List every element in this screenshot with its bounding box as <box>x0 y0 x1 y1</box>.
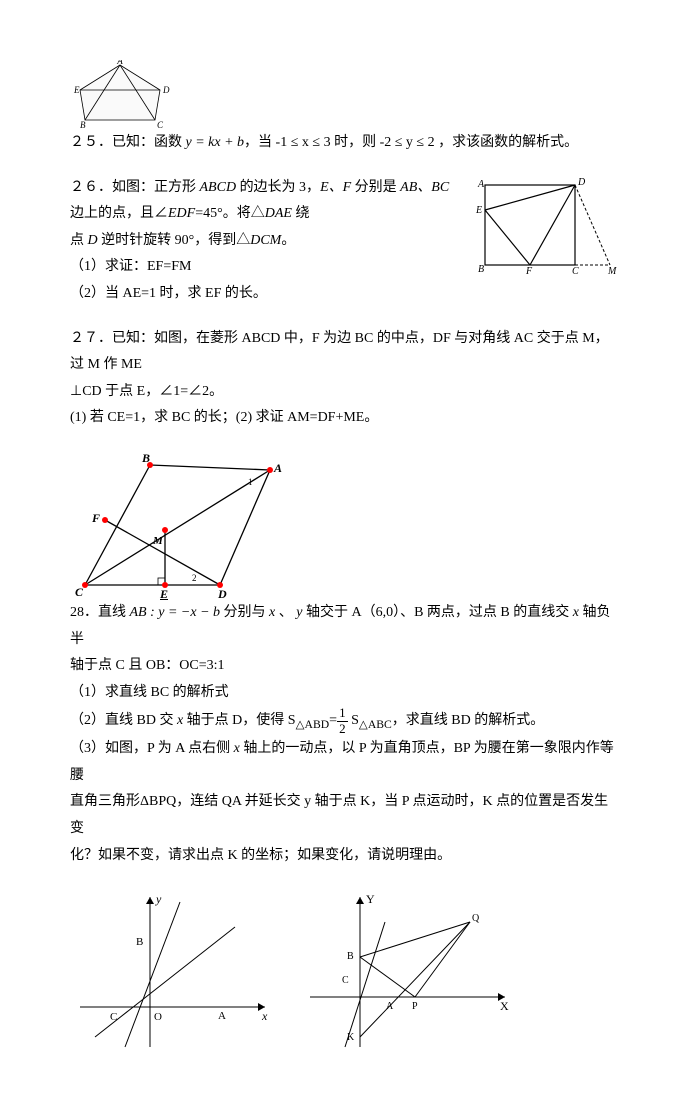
svg-text:O: O <box>154 1011 162 1023</box>
p26-abcd: ABCD <box>200 180 237 195</box>
fig26-svg: A D B C E F M <box>470 175 620 275</box>
p28-l1d: 轴交于 A（6,0）、B 两点，过点 B 的直线交 <box>302 605 572 620</box>
fig28b-svg: X Y A P B C K Q <box>300 887 510 1057</box>
p28-fden: 2 <box>337 722 348 736</box>
p26-l1d: 边上的点，且∠ <box>70 206 168 221</box>
p28-s3l3: 化？如果不变，请求出点 K 的坐标；如果变化，请说明理由。 <box>70 843 620 870</box>
p28-s2a: （2）直线 BD 交 <box>70 713 177 728</box>
svg-text:D: D <box>577 177 586 188</box>
svg-text:K: K <box>347 1032 355 1043</box>
p26-d: D <box>88 233 98 248</box>
p26-l1f: 绕 <box>292 206 310 221</box>
svg-text:A: A <box>273 461 282 475</box>
p25-b: ，当 -1 ≤ x ≤ 3 时，则 -2 ≤ y ≤ 2 ，求该函数的解析式。 <box>244 135 578 150</box>
svg-text:B: B <box>80 120 86 130</box>
svg-text:E: E <box>475 205 482 216</box>
svg-text:B: B <box>478 264 484 275</box>
svg-text:E: E <box>159 587 168 600</box>
p28-s2c: S <box>348 713 359 728</box>
p26-edf: EDF <box>168 206 195 221</box>
svg-text:A: A <box>116 60 123 66</box>
svg-text:B: B <box>136 936 143 948</box>
p28-abc: △ABC <box>359 718 392 731</box>
svg-text:Q: Q <box>472 913 480 924</box>
p26-l1b: 的边长为 3， <box>236 180 320 195</box>
svg-text:M: M <box>607 266 617 275</box>
svg-text:2: 2 <box>192 573 197 583</box>
problem-28: 28．直线 AB : y = −x − b 分别与 x 、 y 轴交于 A（6,… <box>70 600 620 869</box>
fig28-row: x y A B C O X Y A P B C K Q <box>70 887 620 1057</box>
p28-s2d: ，求直线 BD 的解析式。 <box>392 713 544 728</box>
p26-ef: E、F <box>320 180 351 195</box>
svg-text:Y: Y <box>366 892 375 906</box>
p27-l1: 已知：如图，在菱形 ABCD 中，F 为边 BC 的中点，DF 与对角线 AC … <box>70 331 609 373</box>
p28-sub2-row: （2）直线 BD 交 x 轴于点 D，使得 S△ABD=12 S△ABC，求直线… <box>70 706 620 736</box>
p28-s2b: 轴于点 D，使得 S <box>183 713 295 728</box>
fig26-container: A D B C E F M <box>470 175 620 275</box>
svg-text:X: X <box>500 999 509 1013</box>
problem-25: ２５．已知：函数 y = kx + b，当 -1 ≤ x ≤ 3 时，则 -2 … <box>70 130 620 157</box>
p25-eq: y = kx + b <box>186 135 245 150</box>
p28-abd: △ABD <box>296 718 330 731</box>
svg-text:C: C <box>75 585 84 599</box>
svg-text:A: A <box>386 1001 394 1012</box>
p26-ab: AB、BC <box>400 180 449 195</box>
svg-text:A: A <box>218 1010 226 1022</box>
fig27-svg: B A F M C E D 1 2 <box>70 450 290 600</box>
p26-dae: DAE <box>265 206 292 221</box>
p25-num: ２５． <box>70 135 112 150</box>
svg-text:D: D <box>162 85 170 95</box>
p26-sub2: （2）当 AE=1 时，求 EF 的长。 <box>70 281 620 308</box>
p26-l2c: 。 <box>281 233 295 248</box>
svg-text:B: B <box>347 951 354 962</box>
fig27-container: B A F M C E D 1 2 <box>70 450 620 600</box>
problem-26: A D B C E F M ２６．如图：正方形 ABCD 的边长为 3，E、F … <box>70 175 620 308</box>
svg-text:1: 1 <box>248 477 253 487</box>
svg-text:x: x <box>261 1009 268 1023</box>
p26-l2b: 逆时针旋转 90°，得到△ <box>98 233 251 248</box>
svg-text:C: C <box>572 266 579 275</box>
p28-fnum: 1 <box>337 706 348 721</box>
p28-l2: 轴于点 C 且 OB：OC=3:1 <box>70 658 225 673</box>
svg-text:E: E <box>73 85 80 95</box>
p28-s2eq: = <box>329 713 337 728</box>
fig24-container: A E D B C <box>70 60 620 130</box>
p28-abeq: AB : y = −x − b <box>130 605 221 620</box>
svg-text:B: B <box>141 451 150 465</box>
p27-num: ２７． <box>70 331 112 346</box>
problem-27: ２７．已知：如图，在菱形 ABCD 中，F 为边 BC 的中点，DF 与对角线 … <box>70 326 620 432</box>
p28-s3l2: 直角三角形ΔBPQ，连结 QA 并延长交 y 轴于点 K，当 P 点运动时，K … <box>70 789 620 842</box>
p26-l1a: 如图：正方形 <box>112 180 200 195</box>
p27-sub: (1) 若 CE=1，求 BC 的长；(2) 求证 AM=DF+ME。 <box>70 405 620 432</box>
p28-sub1: （1）求直线 BC 的解析式 <box>70 680 620 707</box>
svg-text:A: A <box>477 179 485 190</box>
svg-text:C: C <box>110 1011 117 1023</box>
p26-l1e: =45°。将△ <box>195 206 265 221</box>
p25-a: 已知：函数 <box>112 135 186 150</box>
svg-text:M: M <box>152 535 164 547</box>
fig24-svg: A E D B C <box>70 60 170 130</box>
p26-num: ２６． <box>70 180 112 195</box>
p28-l1b: 分别与 <box>220 605 269 620</box>
p26-dcm: DCM <box>250 233 281 248</box>
svg-text:C: C <box>157 120 164 130</box>
p26-l2a: 点 <box>70 233 88 248</box>
p28-s3a: （3）如图，P 为 A 点右侧 <box>70 741 234 756</box>
p26-l1c: 分别是 <box>351 180 400 195</box>
svg-text:P: P <box>412 1001 418 1012</box>
svg-text:F: F <box>525 266 533 275</box>
svg-text:y: y <box>155 892 162 906</box>
p28-frac: 12 <box>337 706 348 736</box>
p28-l1a: 直线 <box>98 605 130 620</box>
p28-num: 28． <box>70 605 98 620</box>
svg-text:F: F <box>91 511 100 525</box>
fig28a-svg: x y A B C O <box>70 887 270 1057</box>
svg-text:C: C <box>342 975 349 986</box>
p27-l2: ⊥CD 于点 E，∠1=∠2。 <box>70 384 223 399</box>
svg-text:D: D <box>217 587 227 600</box>
p28-l1c: 、 <box>275 605 296 620</box>
p28-sub3-row: （3）如图，P 为 A 点右侧 x 轴上的一动点，以 P 为直角顶点，BP 为腰… <box>70 736 620 789</box>
